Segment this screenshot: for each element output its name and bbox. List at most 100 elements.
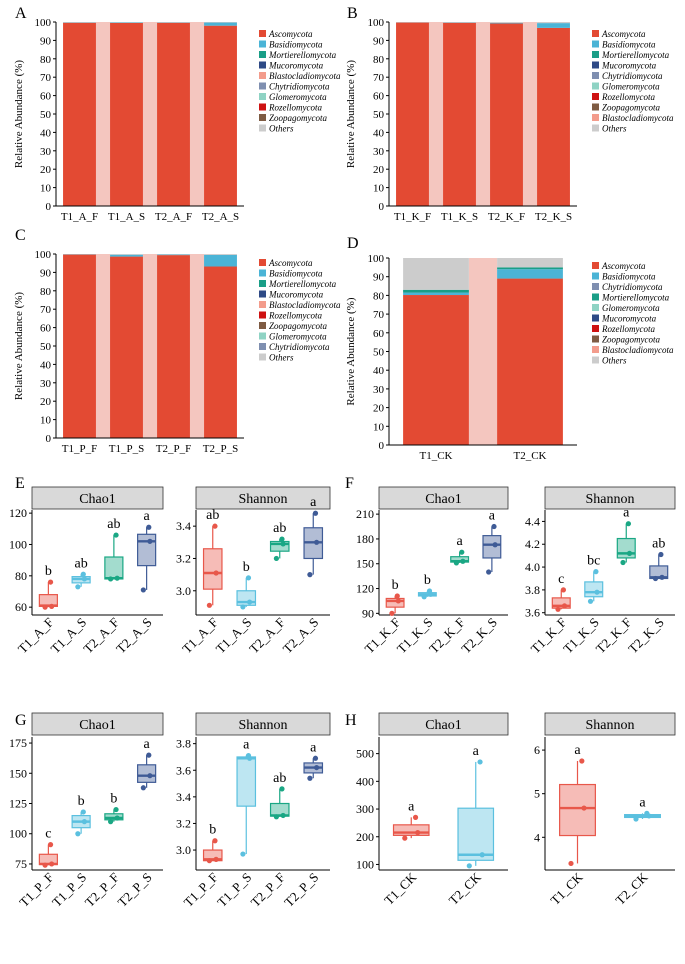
bar-gap: [523, 22, 537, 206]
significance-letter: b: [392, 578, 399, 593]
data-point: [274, 814, 279, 819]
significance-letter: a: [457, 534, 464, 549]
data-point: [147, 539, 152, 544]
data-point: [314, 765, 319, 770]
y-tick-label: 20: [40, 164, 52, 176]
legend-item: Mortierellomycota: [268, 279, 337, 289]
bar-segment: [204, 254, 237, 255]
legend-item: Chytridiomycota: [602, 71, 663, 81]
box-T2_K_S: aT2_K_S: [458, 509, 501, 657]
box-body: [105, 557, 123, 579]
x-tick-label: T2_CK: [514, 450, 547, 462]
y-tick-label: 20: [373, 403, 385, 415]
x-tick-label: T2_A_F: [80, 615, 122, 657]
significance-letter: ab: [273, 771, 286, 786]
significance-letter: a: [574, 743, 581, 758]
legend-swatch: [259, 41, 266, 48]
legend-item: Mucoromycota: [268, 290, 324, 300]
legend-swatch: [259, 114, 266, 121]
bar-gap: [96, 22, 110, 206]
y-tick-label: 50: [40, 109, 52, 121]
legend-item: Rozellomycota: [268, 103, 322, 113]
data-point: [627, 551, 632, 556]
data-point: [422, 594, 427, 599]
legend-item: Chytridiomycota: [269, 82, 330, 92]
data-point: [579, 758, 584, 763]
legend-swatch: [592, 283, 599, 290]
bar-segment: [204, 26, 237, 206]
y-tick-label: 3.0: [176, 584, 191, 598]
legend-item: Ascomycota: [601, 261, 646, 271]
legend-swatch: [592, 315, 599, 322]
box-T2_A_F: ab T2_A_F: [80, 517, 123, 656]
data-point: [49, 604, 54, 609]
y-tick-label: 300: [356, 802, 374, 816]
data-point: [146, 525, 151, 530]
y-tick-label: 0: [379, 201, 385, 213]
bar-segment: [204, 22, 237, 23]
y-tick-label: 40: [373, 365, 385, 377]
legend-swatch: [259, 270, 266, 277]
box-T1_CK: aT1_CK: [381, 799, 429, 907]
data-point: [113, 807, 118, 812]
legend-item: Glomeromycota: [602, 303, 660, 313]
data-point: [82, 819, 87, 824]
legend-item: Mortierellomycota: [268, 50, 337, 60]
bar-segment: [403, 258, 469, 290]
legend-item: Mortierellomycota: [601, 293, 670, 303]
legend-item: Blastocladiomycota: [602, 113, 674, 123]
bar-segment: [490, 23, 523, 206]
panel-5: FChao190120150180210bT1_K_FbT1_K_SaT2_K_…: [345, 475, 675, 656]
data-point: [81, 572, 86, 577]
data-point: [240, 851, 245, 856]
panel-letter: C: [15, 227, 26, 244]
facet-title: Shannon: [586, 718, 635, 733]
legend-item: Mortierellomycota: [601, 50, 670, 60]
data-point: [491, 524, 496, 529]
data-point: [561, 587, 566, 592]
data-point: [467, 863, 472, 868]
data-point: [555, 607, 560, 612]
data-point: [493, 542, 498, 547]
legend-swatch: [259, 312, 266, 319]
significance-letter: ab: [75, 556, 88, 571]
facet-shannon: Shannon3.03.23.4abT1_A_FbT1_A_SabT2_A_Fa…: [176, 487, 330, 656]
y-tick-label: 200: [356, 830, 374, 844]
legend-swatch: [592, 294, 599, 301]
panel-letter: B: [347, 5, 358, 22]
box-body: [585, 582, 603, 597]
legend-item: Basidiomycota: [269, 40, 323, 50]
x-tick-label: T2_A_S: [113, 615, 155, 657]
bar-segment: [403, 293, 469, 295]
y-tick-label: 40: [40, 359, 52, 371]
facet-shannon: Shannon3.63.84.04.24.4cT1_K_FbcT1_K_SaT2…: [525, 487, 675, 656]
legend-swatch: [592, 336, 599, 343]
legend-item: Chytridiomycota: [602, 282, 663, 292]
bar-gap: [190, 22, 204, 206]
significance-letter: b: [45, 564, 52, 579]
bar-gap: [143, 254, 157, 438]
y-axis-label: Relative Abundance (%): [345, 60, 357, 168]
legend-item: Rozellomycota: [601, 92, 655, 102]
data-point: [113, 532, 118, 537]
y-tick-label: 0: [46, 201, 52, 213]
y-tick-label: 400: [356, 774, 374, 788]
bar-gap: [469, 258, 497, 445]
data-point: [396, 598, 401, 603]
x-tick-label: T1_A_F: [15, 615, 57, 657]
y-tick-label: 3.4: [176, 519, 191, 533]
box-T2_P_S: a T2_P_S: [115, 737, 156, 910]
x-tick-label: T2_A_S: [280, 615, 322, 657]
significance-letter: ab: [273, 521, 286, 536]
data-point: [626, 521, 631, 526]
y-tick-label: 175: [9, 736, 27, 750]
data-point: [274, 556, 279, 561]
bar-segment: [157, 255, 190, 438]
legend-item: Blastocladiomycota: [269, 71, 341, 81]
data-point: [207, 603, 212, 608]
x-tick-label: T2_CK: [612, 869, 651, 908]
y-tick-label: 3.2: [176, 551, 191, 565]
legend-item: Glomeromycota: [602, 82, 660, 92]
data-point: [395, 593, 400, 598]
y-tick-label: 40: [40, 127, 52, 139]
